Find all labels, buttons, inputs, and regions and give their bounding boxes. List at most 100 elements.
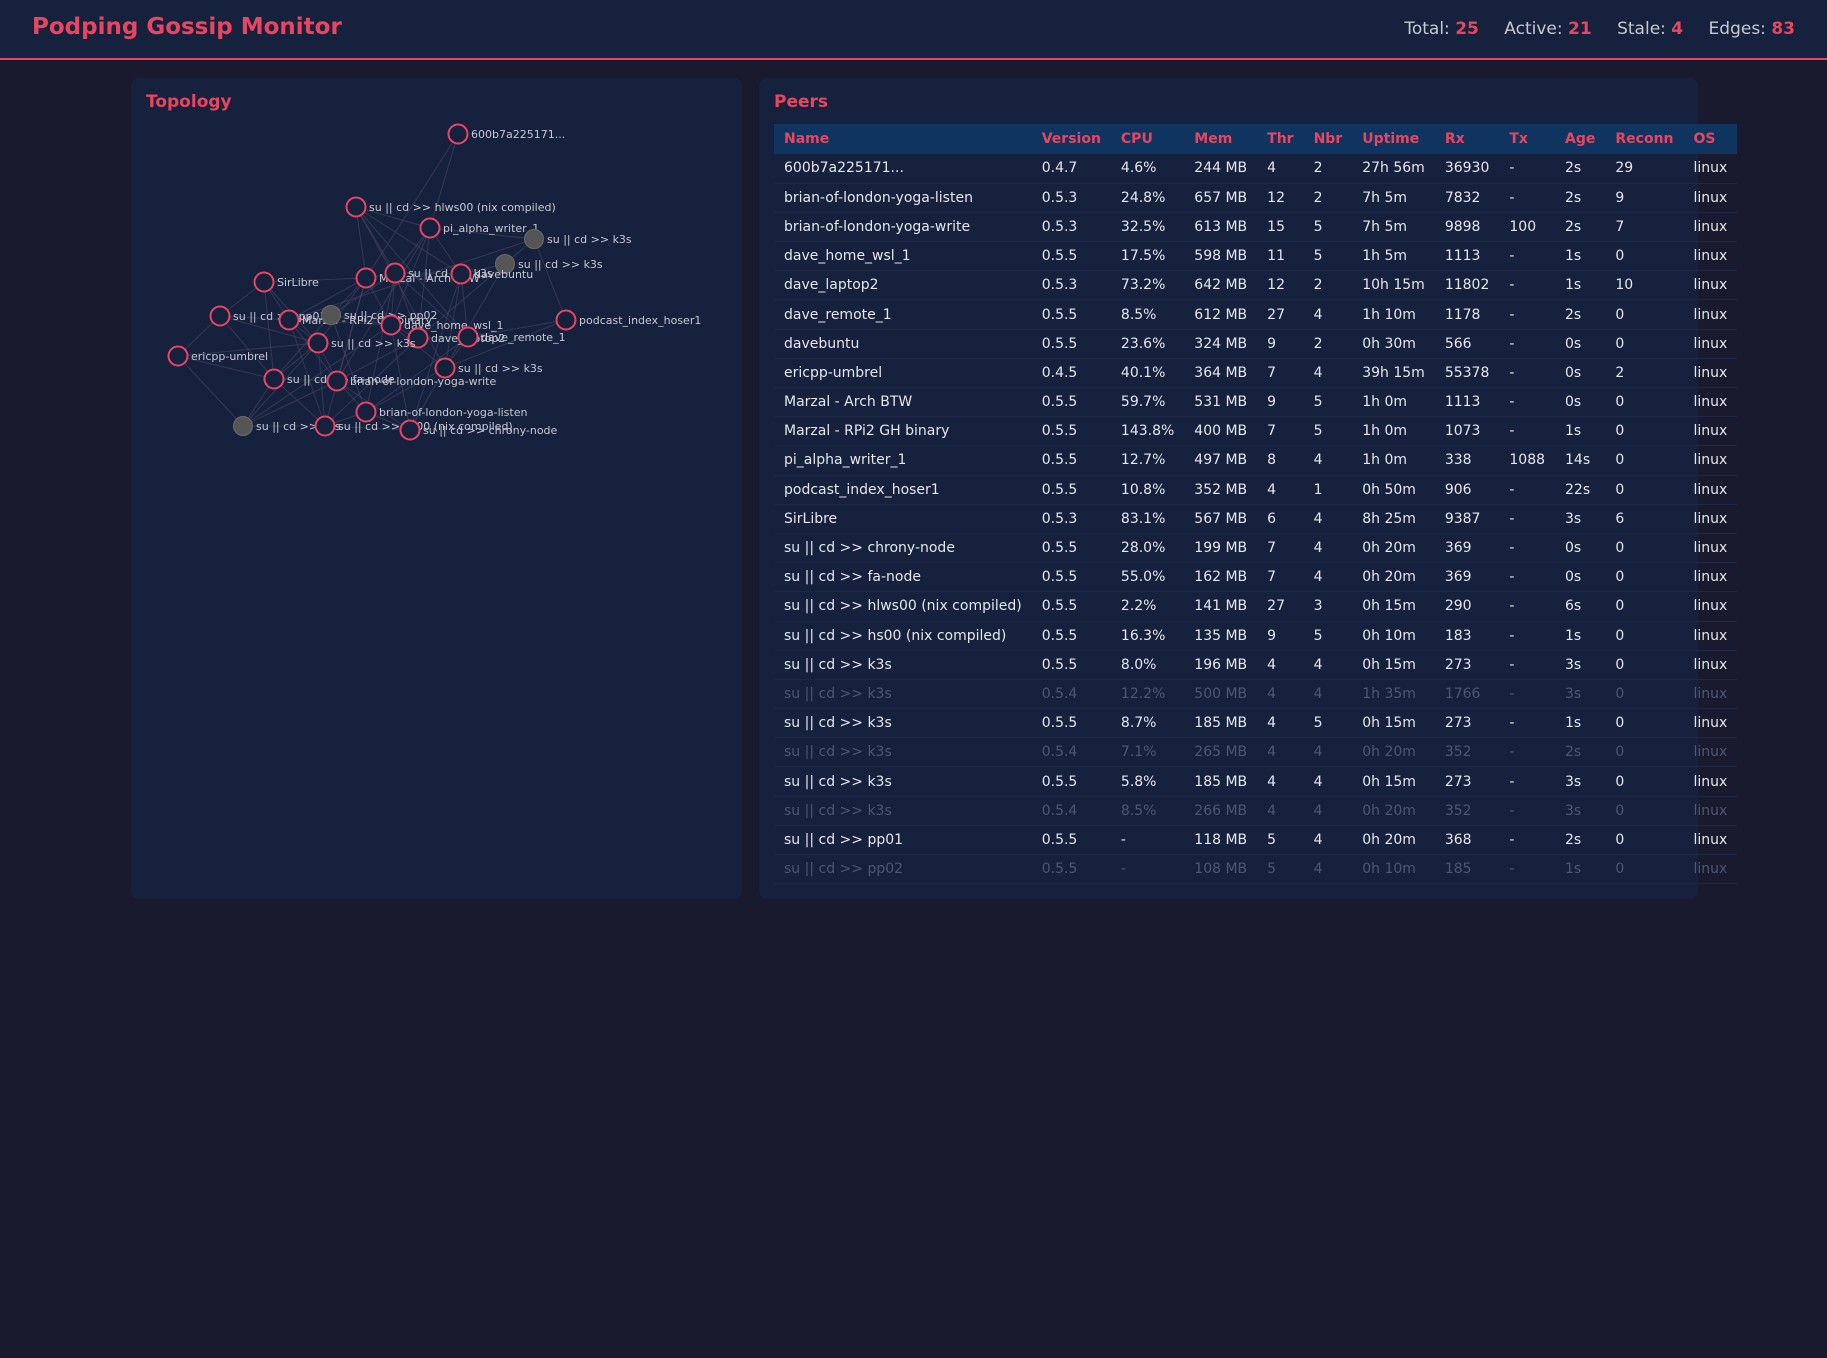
node-circle[interactable] [419, 217, 441, 239]
node-circle[interactable] [263, 368, 285, 390]
table-row[interactable]: dave_remote_1 0.5.5 8.5% 612 MB 27 4 1h 10m 117… [774, 299, 1738, 330]
graph-node[interactable]: brian-of-london-yoga-write [326, 370, 497, 392]
node-circle[interactable] [345, 196, 367, 218]
node-circle[interactable] [524, 229, 544, 249]
cell-version: 0.5.4 [1031, 679, 1111, 710]
graph-node[interactable]: su || cd >> k3s [434, 357, 543, 379]
table-row[interactable]: brian-of-london-yoga-write 0.5.3 32.5% 613 … [774, 212, 1738, 243]
graph-node[interactable]: su || cd >> k3s [307, 332, 416, 354]
node-circle[interactable] [407, 327, 429, 349]
cell-nbr: 2 [1303, 183, 1353, 213]
column-header-cpu[interactable]: CPU [1120, 131, 1153, 147]
node-circle[interactable] [384, 262, 406, 284]
node-circle[interactable] [495, 254, 515, 274]
table-row[interactable]: Marzal - Arch BTW 0.5.5 59.7% 531 MB 9 5 1h 0m… [774, 387, 1738, 418]
column-header-nbr[interactable]: Nbr [1313, 131, 1343, 147]
node-circle[interactable] [167, 345, 189, 367]
graph-node[interactable]: brian-of-london-yoga-listen [355, 401, 528, 423]
table-row[interactable]: su || cd >> k3s 0.5.5 8.0% 196 MB 4 4 0h 15m 27… [774, 650, 1738, 680]
graph-edge [273, 378, 338, 382]
graph-node[interactable]: davebuntu [450, 263, 534, 285]
cell-name: su || cd >> k3s [774, 737, 1032, 768]
cell-name: SirLibre [774, 504, 1032, 534]
node-circle[interactable] [447, 123, 469, 145]
table-row[interactable]: SirLibre 0.5.3 83.1% 567 MB 6 4 8h 25m 9387-3s 6… [774, 504, 1738, 534]
cell-reconn: 10 [1605, 270, 1684, 301]
cell-age: 2s [1555, 737, 1606, 768]
node-circle[interactable] [380, 314, 402, 336]
column-header-age[interactable]: Age [1565, 131, 1596, 147]
graph-node[interactable]: su || cd >> k3s [495, 254, 603, 274]
table-row[interactable]: podcast_index_hoser1 0.5.5 10.8% 352 MB 4 1 0h… [774, 475, 1738, 505]
table-row[interactable]: davebuntu 0.5.5 23.6% 324 MB 9 2 0h 30m 566-0s 0… [774, 329, 1738, 359]
node-label: brian-of-london-yoga-write [350, 375, 496, 388]
table-row[interactable]: su || cd >> k3s 0.5.4 12.2% 500 MB 4 4 1h 35m 1… [774, 679, 1738, 710]
cell-nbr: 4 [1303, 766, 1353, 797]
table-row[interactable]: su || cd >> hs00 (nix compiled) 0.5.5 16.3… [774, 621, 1738, 651]
table-row[interactable]: 600b7a225171... 0.4.7 4.6% 244 MB 4 2 27h 56m 3… [774, 154, 1738, 184]
node-circle[interactable] [314, 415, 336, 437]
graph-edge [417, 263, 506, 339]
table-row[interactable]: dave_laptop2 0.5.3 73.2% 642 MB 12 2 10h 15m 11… [774, 270, 1738, 301]
node-circle[interactable] [555, 309, 577, 331]
column-header-uptime[interactable]: Uptime [1362, 131, 1420, 147]
table-row[interactable]: brian-of-london-yoga-listen 0.5.3 24.8% 657… [774, 183, 1738, 213]
column-header-version[interactable]: Version [1041, 131, 1101, 147]
node-circle[interactable] [278, 309, 300, 331]
graph-node[interactable]: su || cd >> k3s [524, 229, 632, 249]
topology-graph[interactable]: 600b7a225171... su || cd >> hlws00 (nix c… [131, 116, 742, 816]
table-row[interactable]: su || cd >> k3s 0.5.5 5.8% 185 MB 4 4 0h 15m 27… [774, 766, 1738, 797]
graph-node[interactable]: SirLibre [253, 271, 320, 293]
node-circle[interactable] [355, 401, 377, 423]
table-row[interactable]: su || cd >> k3s 0.5.4 8.5% 266 MB 4 4 0h 20m 35… [774, 796, 1738, 826]
cell-rx: 1073 [1434, 416, 1500, 447]
graph-node[interactable]: podcast_index_hoser1 [555, 309, 702, 331]
node-circle[interactable] [321, 305, 341, 325]
table-row[interactable]: dave_home_wsl_1 0.5.5 17.5% 598 MB 11 5 1h 5m 1… [774, 241, 1738, 272]
node-circle[interactable] [399, 419, 421, 441]
cell-mem: 118 MB [1184, 825, 1258, 856]
graph-node[interactable]: su || cd >> hs00 (nix compiled) [314, 415, 513, 437]
graph-node[interactable]: 600b7a225171... [447, 123, 566, 145]
node-circle[interactable] [233, 416, 253, 436]
node-circle[interactable] [355, 267, 377, 289]
node-circle[interactable] [457, 326, 479, 348]
cell-thr: 12 [1257, 183, 1304, 213]
table-row[interactable]: pi_alpha_writer_1 0.5.5 12.7% 497 MB 8 4 1h 0m… [774, 445, 1738, 476]
graph-node[interactable]: su || cd >> k3s [384, 262, 493, 284]
cell-name: brian-of-london-yoga-listen [774, 183, 1032, 213]
node-circle[interactable] [434, 357, 456, 379]
node-circle[interactable] [253, 271, 275, 293]
table-row[interactable]: ericpp-umbrel 0.4.5 40.1% 364 MB 7 4 39h 15m 55… [774, 358, 1738, 389]
column-header-name[interactable]: Name [784, 131, 830, 147]
cell-rx: 352 [1434, 737, 1500, 768]
node-circle[interactable] [307, 332, 329, 354]
column-header-reconn[interactable]: Reconn [1615, 131, 1674, 147]
cell-nbr: 4 [1303, 299, 1353, 330]
table-row[interactable]: su || cd >> k3s 0.5.4 7.1% 265 MB 4 4 0h 20m 35… [774, 737, 1738, 768]
column-header-thr[interactable]: Thr [1267, 131, 1294, 147]
table-row[interactable]: Marzal - RPi2 GH binary 0.5.5 143.8% 400 MB… [774, 416, 1738, 447]
cell-tx: - [1499, 329, 1556, 359]
node-circle[interactable] [450, 263, 472, 285]
node-circle[interactable] [326, 370, 348, 392]
graph-node[interactable]: su || cd >> hlws00 (nix compiled) [345, 196, 556, 218]
graph-node[interactable]: ericpp-umbrel [167, 345, 269, 367]
column-header-rx[interactable]: Rx [1444, 131, 1465, 147]
table-row[interactable]: su || cd >> pp02 0.5.5-108 MB 5 4 0h 10m 185-… [774, 854, 1738, 885]
graph-node[interactable]: dave_remote_1 [457, 326, 566, 348]
cell-uptime: 27h 56m [1352, 154, 1435, 184]
graph-node[interactable]: pi_alpha_writer_1 [419, 217, 540, 239]
table-row[interactable]: su || cd >> hlws00 (nix compiled) 0.5.5 2.… [774, 591, 1738, 622]
column-header-os[interactable]: OS [1693, 131, 1716, 147]
graph-node[interactable]: dave_home_wsl_1 [380, 314, 504, 336]
column-header-tx[interactable]: Tx [1509, 131, 1528, 147]
column-header-mem[interactable]: Mem [1194, 131, 1233, 147]
node-circle[interactable] [209, 305, 231, 327]
table-row[interactable]: su || cd >> k3s 0.5.5 8.7% 185 MB 4 5 0h 15m 27… [774, 708, 1738, 739]
graph-node[interactable]: su || cd >> chrony-node [399, 419, 558, 441]
table-row[interactable]: su || cd >> chrony-node 0.5.5 28.0% 199 MB 7… [774, 533, 1738, 564]
cell-cpu: 8.7% [1110, 708, 1185, 739]
table-row[interactable]: su || cd >> pp01 0.5.5-118 MB 5 4 0h 20m 368-… [774, 825, 1738, 856]
table-row[interactable]: su || cd >> fa-node 0.5.5 55.0% 162 MB 7 4 0h … [774, 562, 1738, 593]
